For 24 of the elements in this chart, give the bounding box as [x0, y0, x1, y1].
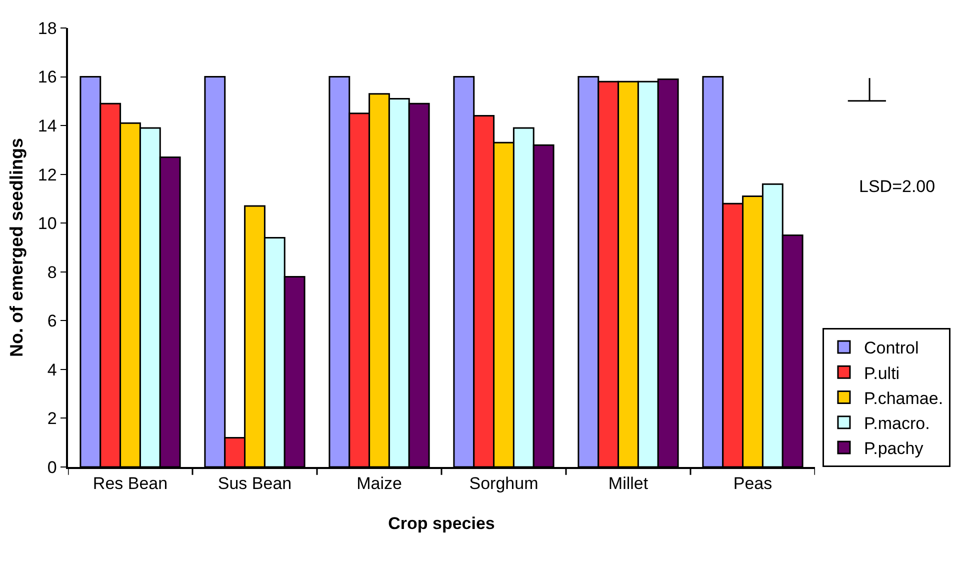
y-tick-label: 10 — [38, 214, 57, 234]
y-tick-label: 8 — [47, 262, 57, 282]
x-tick-label: Peas — [733, 474, 772, 494]
x-tick-label: Sus Bean — [218, 474, 292, 494]
legend-label: P.macro. — [864, 414, 930, 433]
y-tick-label: 6 — [47, 312, 57, 331]
x-tick-label: Sorghum — [469, 474, 538, 494]
x-tick-label: Res Bean — [92, 474, 168, 494]
x-axis-title: Crop species — [388, 514, 495, 534]
y-tick-label: 2 — [47, 409, 57, 428]
y-tick-label: 12 — [38, 165, 57, 184]
legend-label: Control — [864, 338, 919, 358]
x-tick-label: Millet — [608, 474, 648, 494]
x-tick-label: Maize — [356, 474, 402, 494]
text: LSD=2.00 — [859, 177, 936, 196]
legend-label: P.chamae. — [864, 388, 944, 408]
y-axis-title: No. of emerged seedlings — [6, 138, 27, 358]
y-tick-label: 0 — [47, 458, 57, 477]
y-tick-label: 16 — [38, 68, 57, 87]
y-tick-label: 4 — [47, 360, 57, 380]
legend-label: P.ulti — [864, 364, 900, 383]
y-tick-label: 14 — [38, 116, 57, 136]
y-tick-label: 18 — [38, 18, 57, 38]
legend-label: P.pachy — [864, 439, 924, 458]
